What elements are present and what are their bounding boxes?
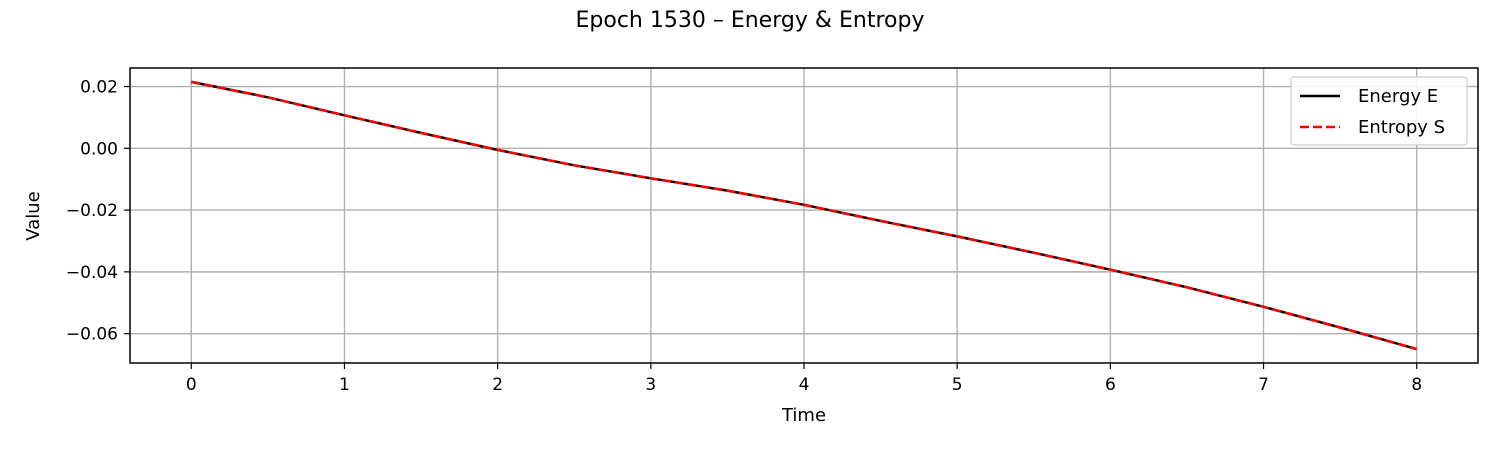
x-tick-label: 3 [645,375,656,395]
x-axis-ticks: 0 1 2 3 4 5 6 7 8 [186,363,1422,395]
legend-label: Entropy S [1358,117,1445,138]
x-tick-label: 0 [186,375,197,395]
x-tick-label: 1 [339,375,350,395]
x-tick-label: 2 [492,375,503,395]
x-tick-label: 5 [952,375,963,395]
y-tick-label: 0.02 [80,78,118,98]
y-tick-label: −0.06 [66,325,118,345]
chart-title: Epoch 1530 – Energy & Entropy [576,8,925,33]
series-layer [191,80,1418,351]
legend-label: Energy E [1358,86,1438,107]
x-tick-label: 6 [1105,375,1116,395]
legend: Energy E Entropy S [1290,76,1468,146]
x-axis-title: Time [781,405,826,426]
x-tick-label: 8 [1411,375,1422,395]
x-tick-label: 7 [1258,375,1269,395]
series-line-entropy-s [191,80,1418,351]
y-tick-label: −0.04 [66,263,118,283]
y-axis-title: Value [23,191,44,240]
y-tick-label: 0.00 [80,139,118,159]
y-axis-ticks: 0.02 0.00 −0.02 −0.04 −0.06 [66,78,130,345]
x-tick-label: 4 [799,375,810,395]
y-tick-label: −0.02 [66,201,118,221]
grid [130,68,1478,363]
